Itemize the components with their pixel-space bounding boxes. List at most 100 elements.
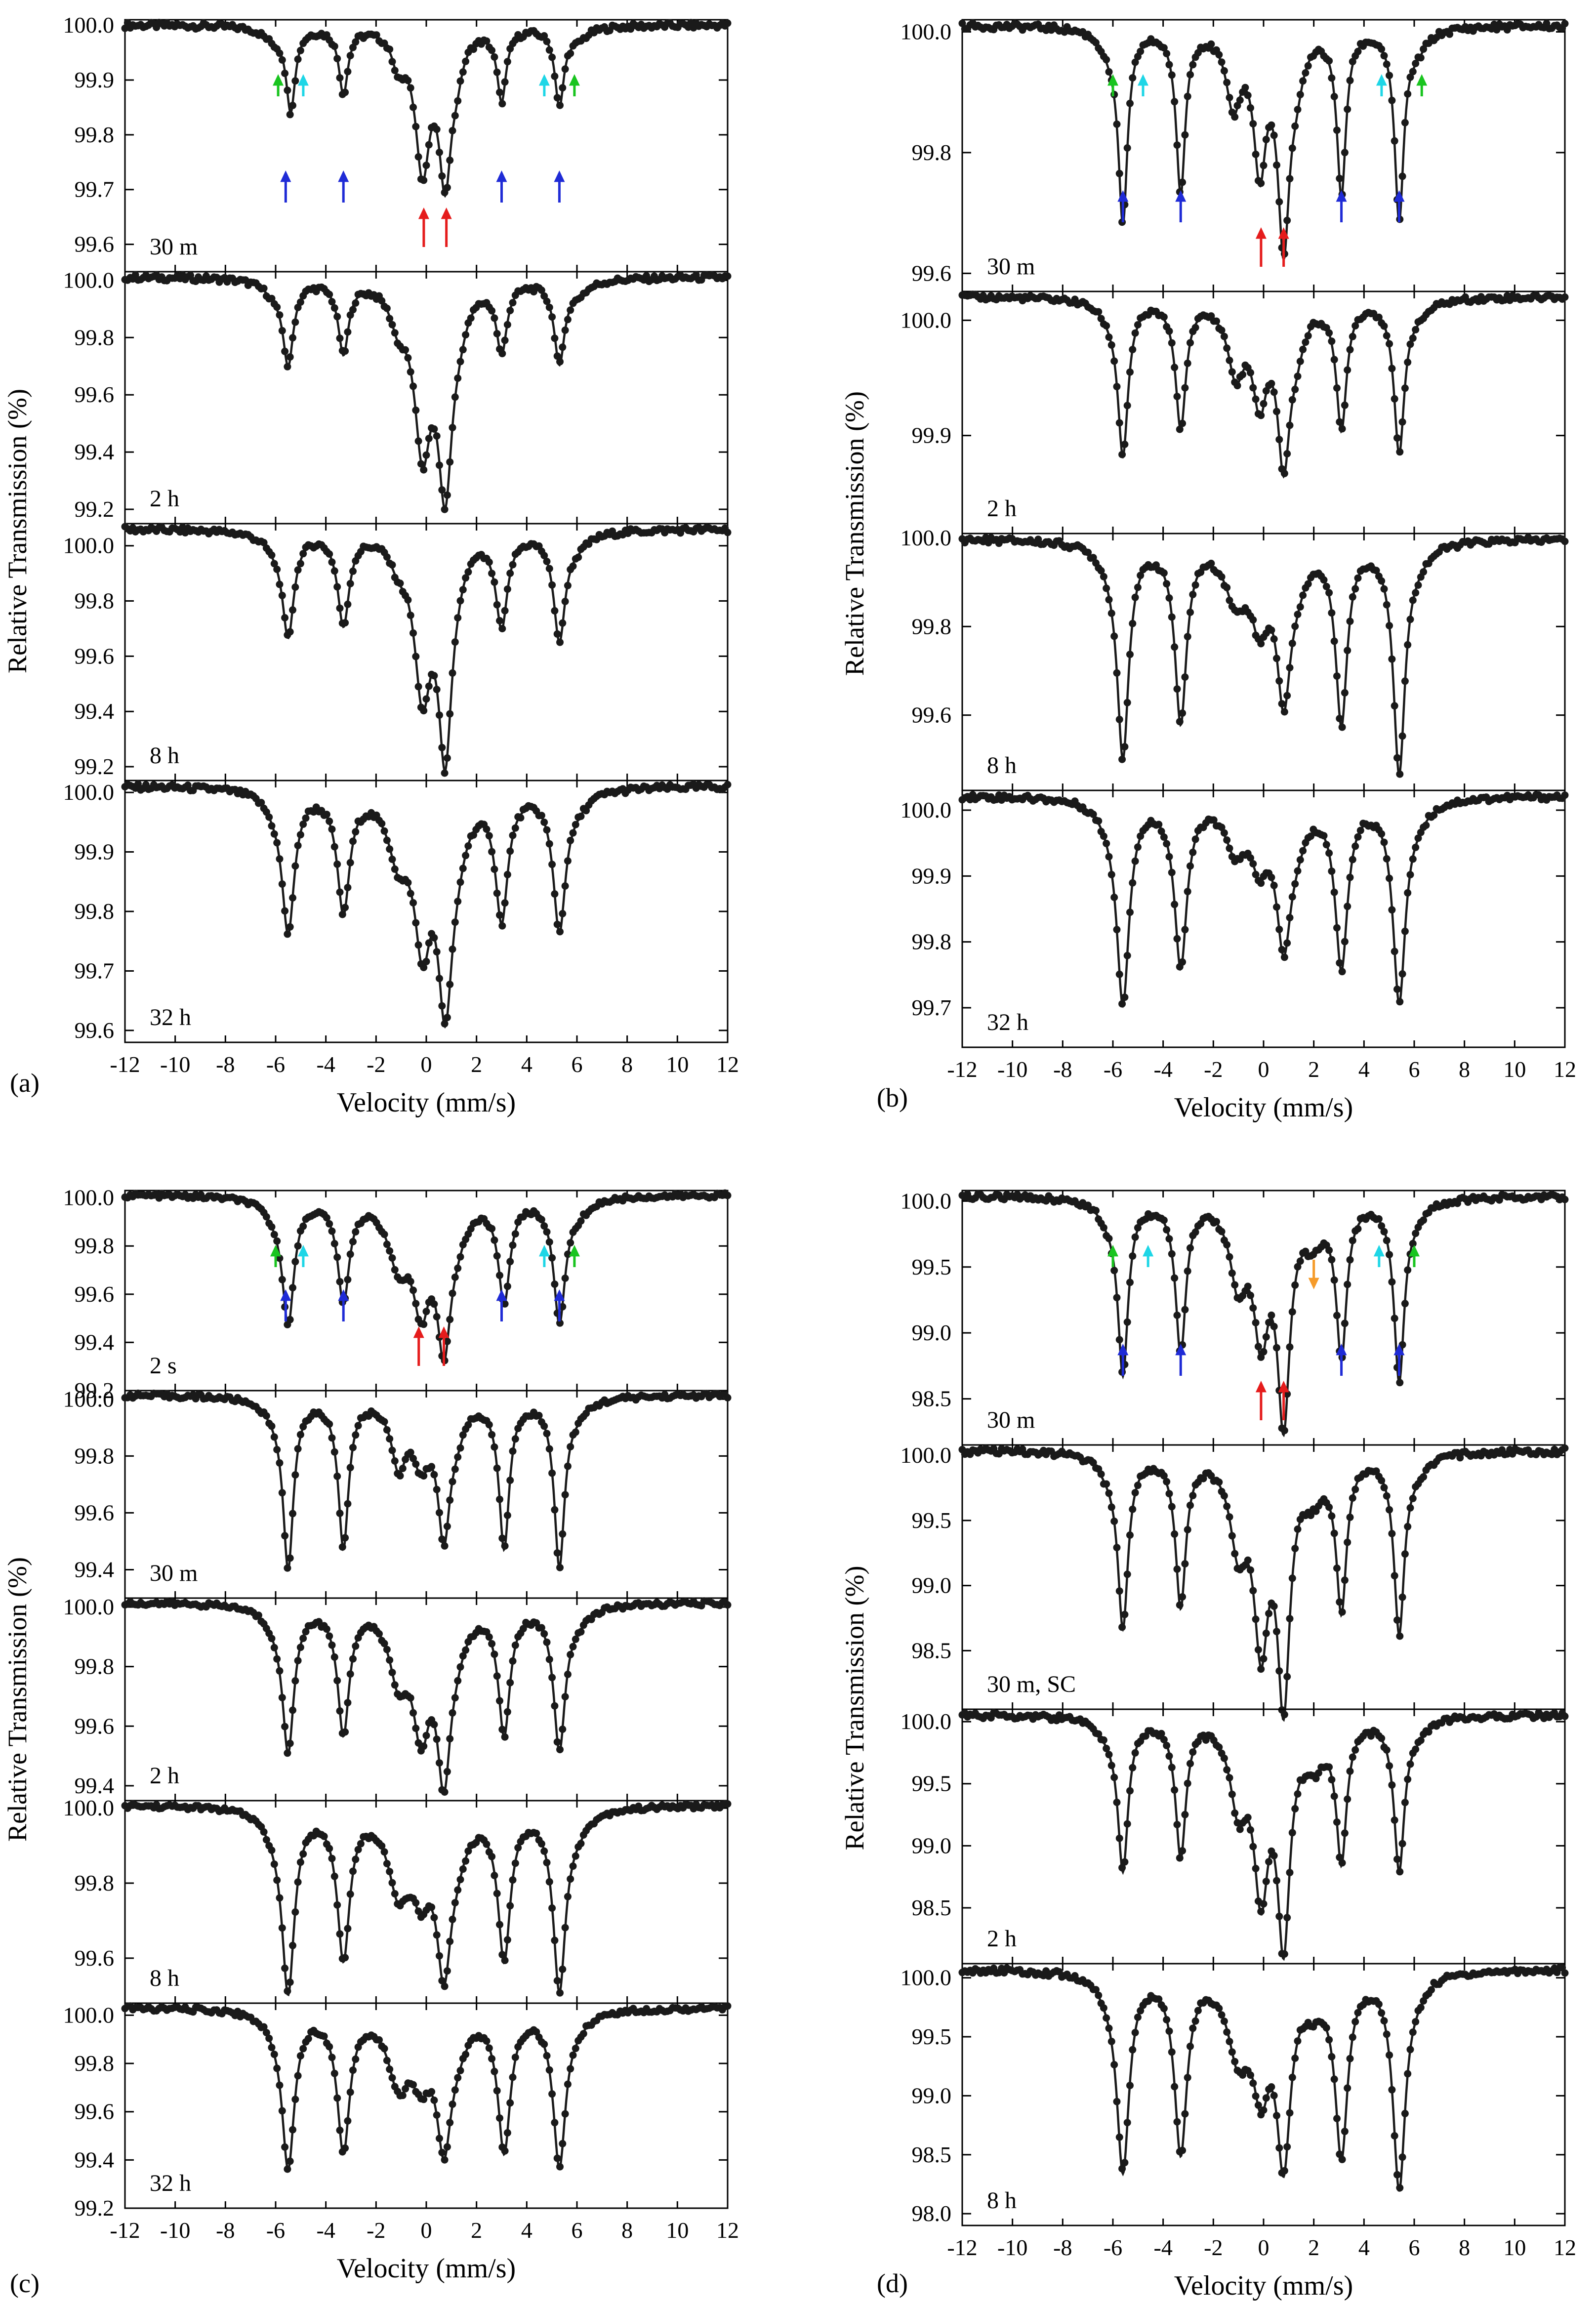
data-point <box>485 558 493 566</box>
data-point <box>1257 879 1265 887</box>
data-point <box>1336 174 1344 182</box>
blue-arrow-head <box>1117 1344 1129 1356</box>
data-point <box>1280 708 1288 716</box>
data-point <box>1173 1821 1181 1828</box>
data-point <box>1294 2037 1302 2045</box>
x-tick-label: 2 <box>1308 2235 1319 2260</box>
data-point <box>330 1653 338 1661</box>
x-tick-label: -8 <box>216 1052 235 1077</box>
data-point <box>572 821 579 828</box>
data-point <box>537 1840 545 1848</box>
data-point <box>1409 1494 1417 1502</box>
data-point <box>556 638 564 646</box>
subplot-frame <box>124 1597 729 1802</box>
data-point <box>420 1320 428 1328</box>
data-point <box>1115 970 1123 978</box>
data-point <box>1338 723 1346 731</box>
data-point <box>488 1431 496 1439</box>
data-point <box>1401 677 1409 685</box>
data-point <box>273 839 281 847</box>
data-point <box>1244 1813 1252 1821</box>
data-point <box>493 1252 501 1260</box>
data-point <box>383 836 391 844</box>
data-point <box>326 290 333 298</box>
y-tick-label: 99.8 <box>912 929 952 954</box>
data-point <box>425 141 433 149</box>
data-point <box>1312 1774 1320 1782</box>
data-point <box>378 297 386 305</box>
data-point <box>1330 2075 1338 2083</box>
data-point <box>1176 718 1184 726</box>
data-point <box>404 77 412 84</box>
data-point <box>1126 1531 1134 1539</box>
data-point <box>386 45 394 53</box>
data-point <box>446 981 454 988</box>
data-point <box>1084 548 1092 556</box>
data-point <box>1344 105 1351 113</box>
data-point <box>582 807 590 815</box>
data-point <box>1134 843 1142 851</box>
data-point <box>430 934 438 942</box>
subplot-frame <box>124 1390 729 1599</box>
data-point <box>1189 61 1197 69</box>
data-point <box>388 58 396 66</box>
x-tick-label: -4 <box>317 1052 335 1077</box>
data-point <box>1262 1878 1270 1886</box>
cyan-arrow-head <box>538 1245 550 1257</box>
data-point <box>270 830 278 838</box>
data-point <box>1328 1512 1336 1520</box>
y-tick-label: 99.4 <box>75 1557 115 1582</box>
data-point <box>496 1921 503 1929</box>
data-point <box>330 1448 338 1456</box>
data-point <box>289 1706 296 1714</box>
data-point <box>344 1500 352 1508</box>
data-point <box>1341 149 1349 157</box>
data-point <box>336 334 344 342</box>
data-point <box>284 930 291 938</box>
data-point <box>388 1669 396 1677</box>
data-point <box>1100 573 1107 580</box>
x-tick-label: -10 <box>160 2218 190 2243</box>
data-point <box>451 1694 459 1702</box>
data-point <box>436 1509 443 1517</box>
data-point <box>1095 1730 1103 1738</box>
data-point <box>1207 560 1215 567</box>
data-point <box>328 1227 336 1235</box>
data-point <box>454 614 462 622</box>
series-label: 2 h <box>150 1763 179 1789</box>
data-point <box>1341 2128 1349 2136</box>
data-point <box>446 1735 454 1743</box>
data-point <box>1231 1809 1239 1817</box>
data-point <box>567 306 574 314</box>
data-point <box>548 1674 556 1682</box>
data-point <box>1344 903 1351 910</box>
data-point <box>1296 603 1304 611</box>
data-point <box>346 1250 354 1258</box>
data-point <box>1561 1969 1569 1977</box>
x-axis-title: Velocity (mm/s) <box>337 1087 516 1118</box>
data-point <box>1160 569 1168 577</box>
blue-arrow-head <box>554 1289 565 1301</box>
x-tick-label: 0 <box>421 1052 432 1077</box>
data-point <box>1228 1532 1236 1540</box>
y-tick-label: 100.0 <box>900 19 952 44</box>
data-point <box>436 461 443 469</box>
y-tick-label: 100.0 <box>63 267 115 292</box>
fit-line <box>125 276 728 511</box>
data-point <box>540 1222 548 1230</box>
data-point <box>443 1523 451 1530</box>
data-point <box>441 1788 449 1796</box>
data-point <box>330 843 338 851</box>
data-point <box>409 382 417 390</box>
data-point <box>572 1852 579 1860</box>
data-point <box>268 2044 276 2052</box>
y-tick-label: 99.2 <box>75 496 115 522</box>
fit-line <box>962 1969 1565 2192</box>
data-point <box>1406 340 1414 348</box>
data-point <box>1107 610 1115 617</box>
data-point <box>451 1274 459 1281</box>
data-point <box>561 326 569 334</box>
data-point <box>1228 1790 1236 1798</box>
data-point <box>1325 589 1333 597</box>
panel-letter: (a) <box>10 1068 40 1098</box>
